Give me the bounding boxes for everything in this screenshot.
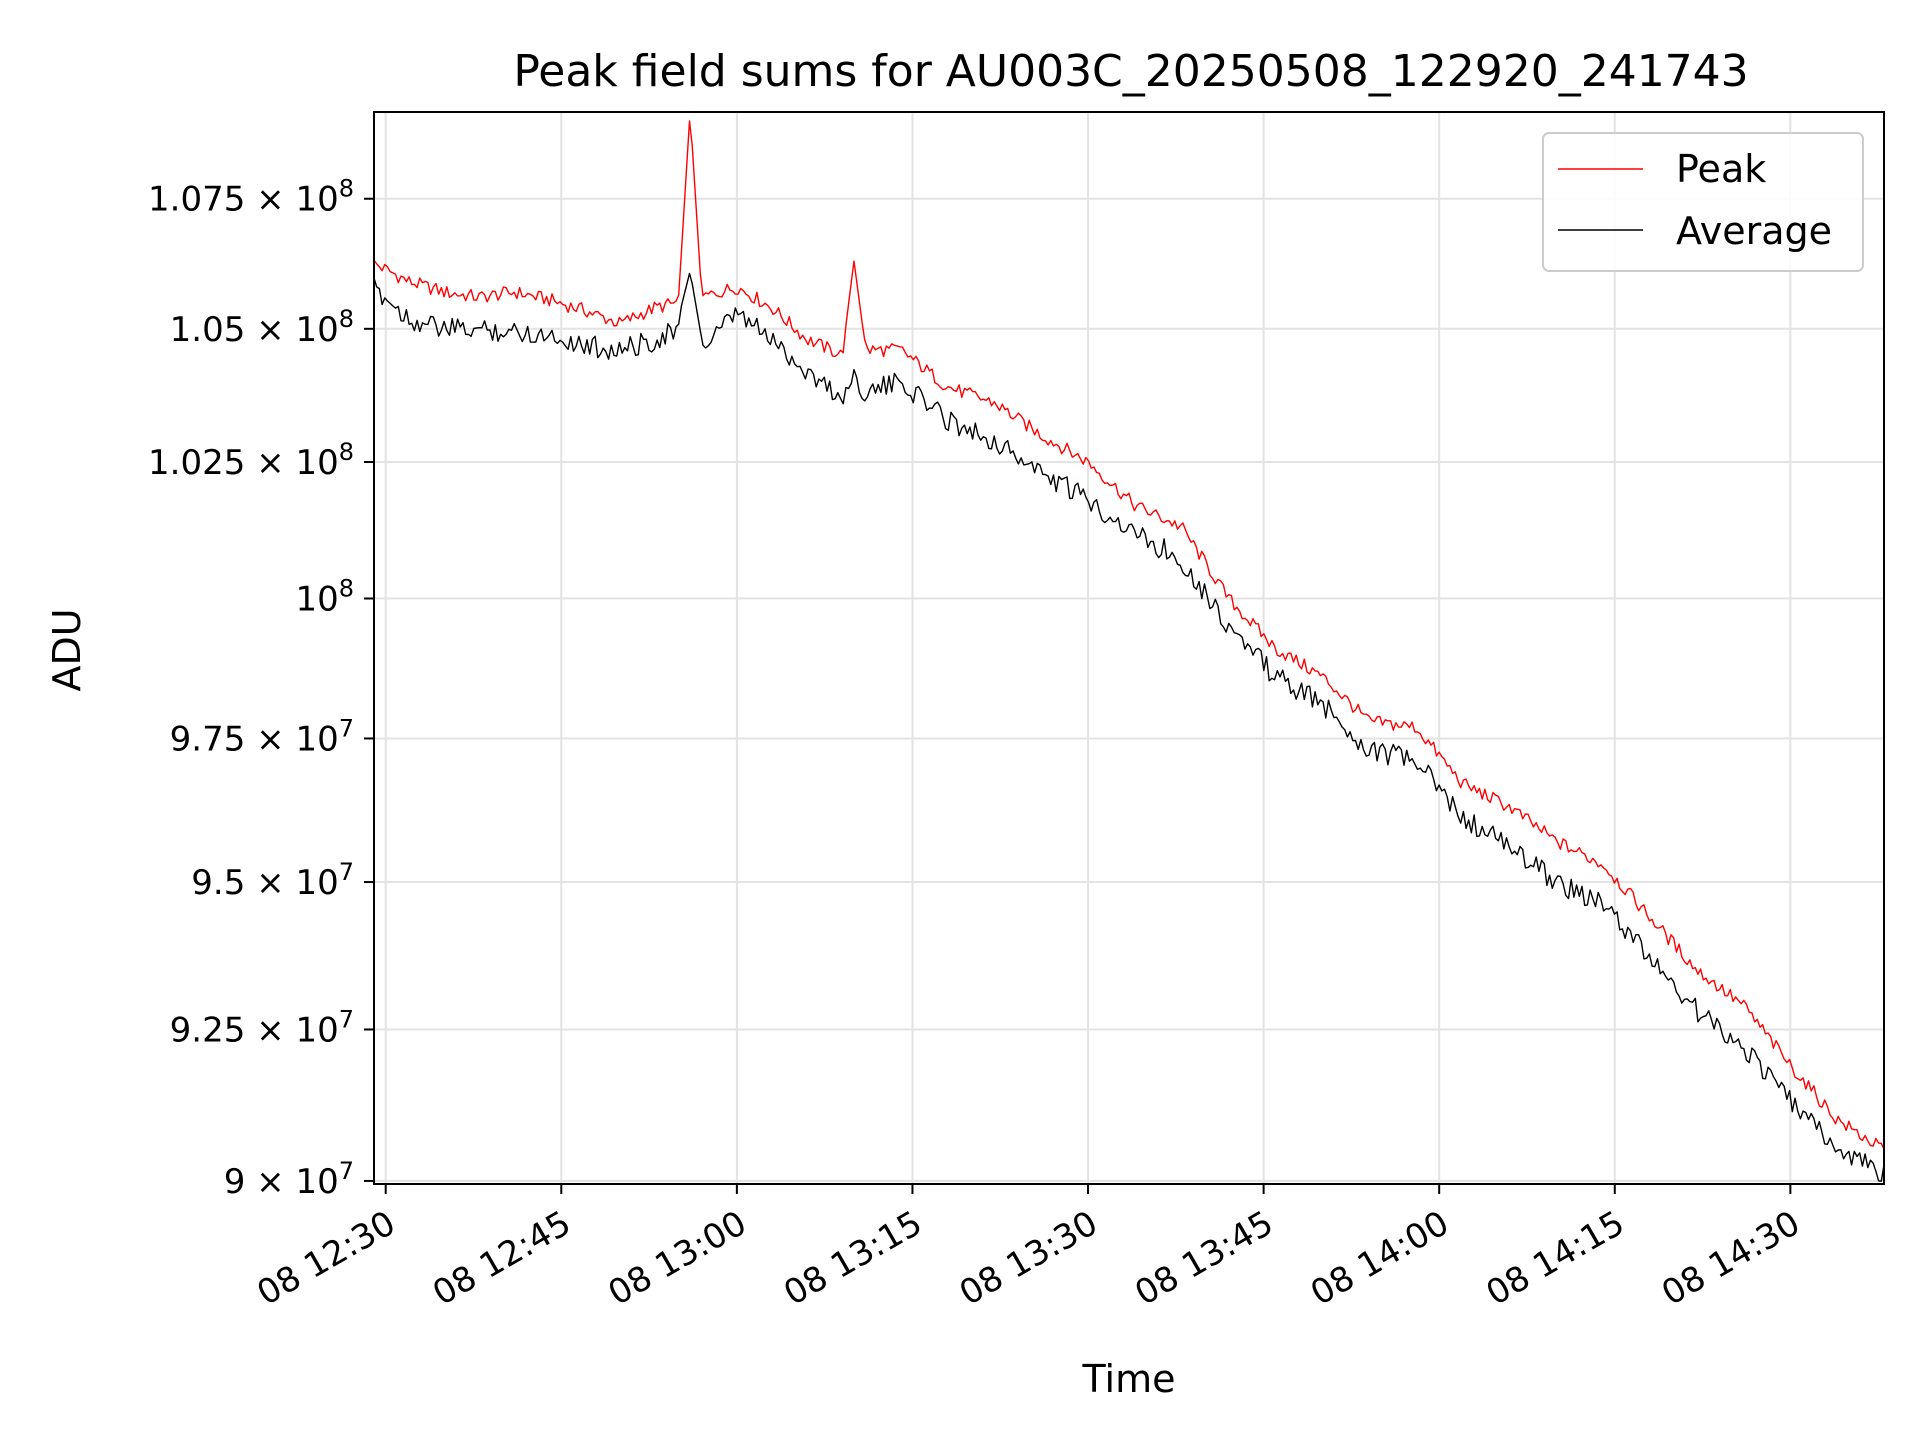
- legend-label-average: Average: [1676, 209, 1832, 253]
- y-tick-label: 9.25 × 107: [170, 1005, 354, 1050]
- y-tick-label: 9.75 × 107: [170, 714, 354, 759]
- y-tick-label: 1.075 × 108: [148, 175, 354, 220]
- grid: [374, 112, 1884, 1184]
- x-axis-label: Time: [1082, 1357, 1176, 1401]
- y-tick-label: 1.05 × 108: [170, 305, 354, 350]
- series-line-average: [373, 272, 1885, 1182]
- legend-box: [1542, 132, 1864, 272]
- legend-label-peak: Peak: [1676, 147, 1766, 191]
- y-axis-label: ADU: [45, 608, 89, 691]
- chart-title: Peak field sums for AU003C_20250508_1229…: [513, 46, 1748, 97]
- y-tick-label: 1.025 × 108: [148, 438, 354, 483]
- series-line-peak: [373, 120, 1885, 1150]
- y-tick-label: 9.5 × 107: [191, 858, 354, 903]
- legend: Peak Average: [1542, 132, 1864, 272]
- plot-area-frame: [373, 111, 1885, 1185]
- series-lines: [373, 120, 1885, 1182]
- y-tick-label: 9 × 107: [224, 1157, 354, 1202]
